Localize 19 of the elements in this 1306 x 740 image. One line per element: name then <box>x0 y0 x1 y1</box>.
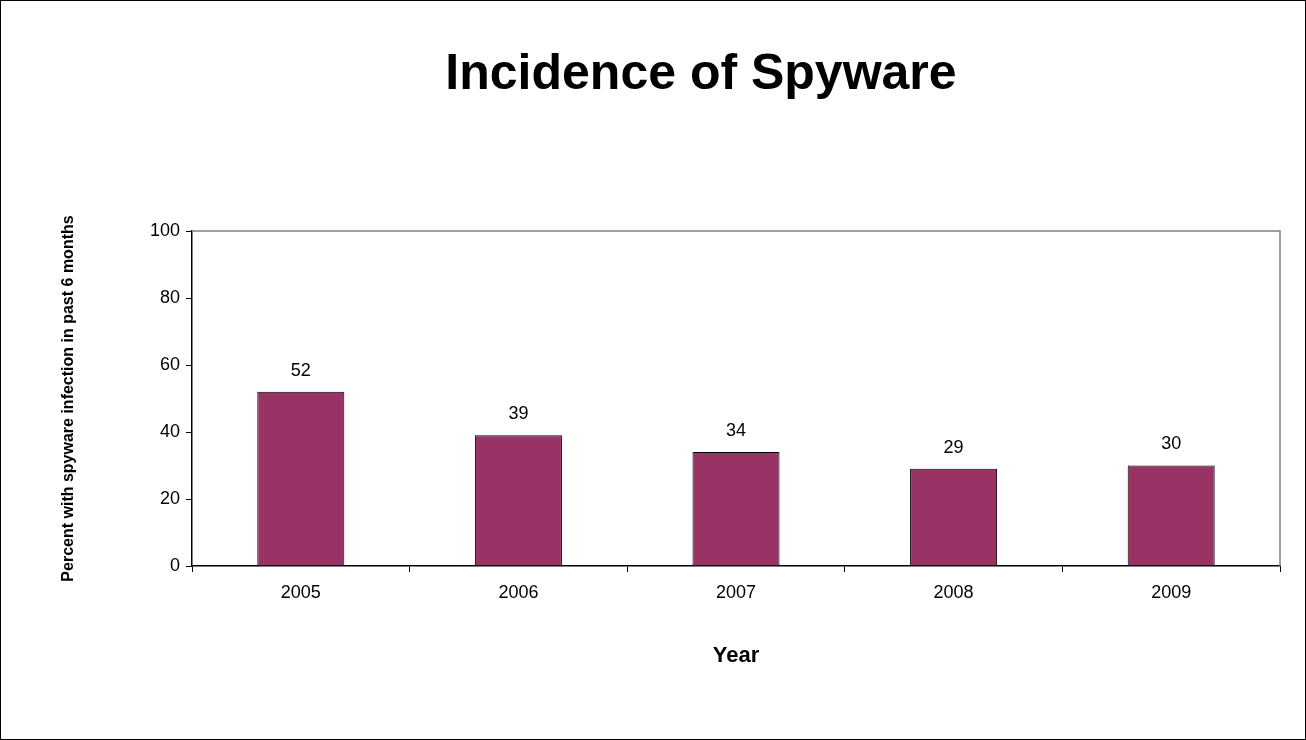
x-tick-label: 2007 <box>715 581 757 602</box>
y-tick-label: 40 <box>159 420 180 441</box>
y-tick-label: 80 <box>159 286 180 307</box>
x-tick-label: 2006 <box>498 581 539 602</box>
x-tick-label: 2005 <box>280 581 321 602</box>
x-tick-label: 2009 <box>1151 581 1192 602</box>
y-axis-title: Percent with spyware infection in past 6 months <box>59 215 77 582</box>
y-tick-label: 60 <box>159 353 180 374</box>
y-tick-label: 100 <box>149 219 180 240</box>
x-axis-title: Year <box>712 641 760 667</box>
chart-title: Incidence of Spyware <box>445 43 957 100</box>
data-label: 29 <box>943 436 964 457</box>
x-tick-label: 2008 <box>933 581 974 602</box>
y-tick-label: 20 <box>159 487 180 508</box>
y-tick-label: 0 <box>169 554 180 575</box>
data-label: 39 <box>508 403 529 424</box>
data-label: 30 <box>1161 433 1182 454</box>
data-label: 34 <box>725 420 747 441</box>
data-label: 52 <box>290 359 311 380</box>
